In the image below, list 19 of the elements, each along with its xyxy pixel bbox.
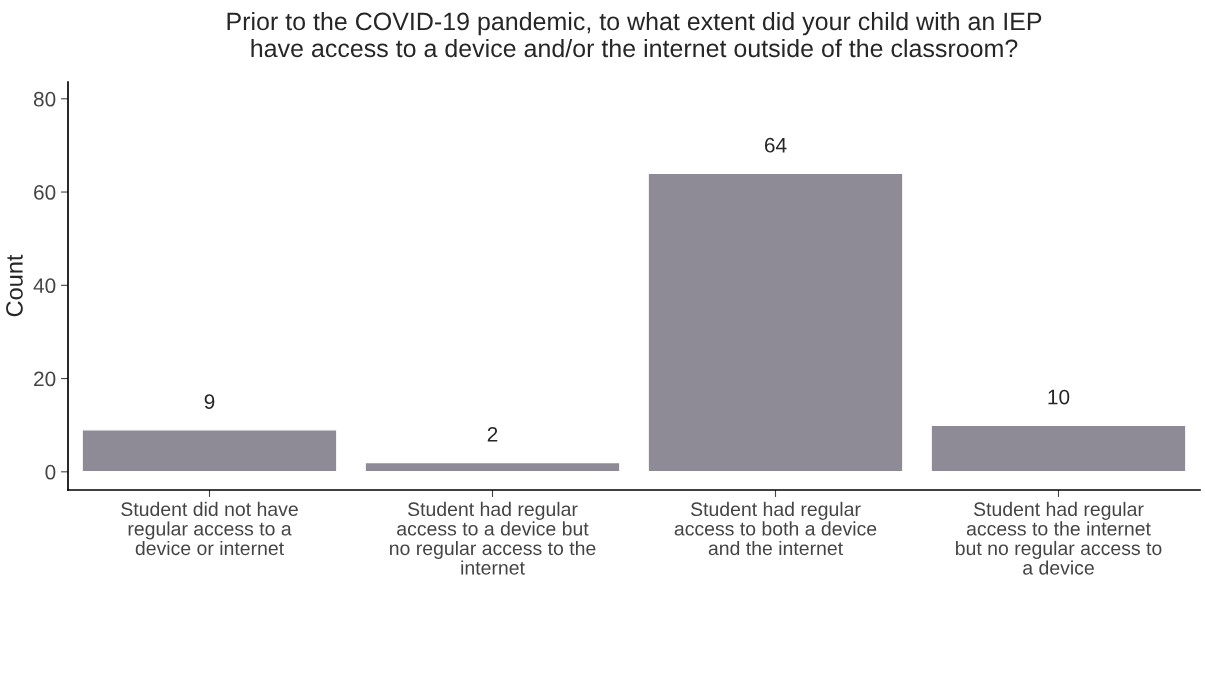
x-tick-label: Student did not have regular access to a device or internet <box>121 501 298 556</box>
bar <box>81 429 338 473</box>
y-tick-label: 80 <box>33 91 56 107</box>
bar <box>364 461 621 473</box>
data-label: 10 <box>1048 389 1070 405</box>
y-tick-label: 20 <box>34 371 56 387</box>
x-tick-label: Student had regular access to both a device and the internet <box>674 501 877 556</box>
data-label: 9 <box>204 394 215 410</box>
data-label: 64 <box>764 137 787 153</box>
y-tick-label: 60 <box>34 185 56 200</box>
y-tick-label: 0 <box>45 464 56 480</box>
y-axis-title: Count <box>6 254 23 317</box>
x-tick-label: Student had regular access to a device but no regular access to the internet <box>390 501 596 575</box>
bar <box>647 172 904 473</box>
x-tick-label: Student had regular access to the internet but no regular access to a device <box>956 501 1162 575</box>
bar <box>930 424 1187 473</box>
data-label: 2 <box>487 426 498 442</box>
chart-title: Prior to the COVID-19 pandemic, to what extent did your child with an IEP have access to a device and/or the internet outside of the classroom? <box>227 11 1042 58</box>
y-tick-label: 40 <box>33 278 56 294</box>
